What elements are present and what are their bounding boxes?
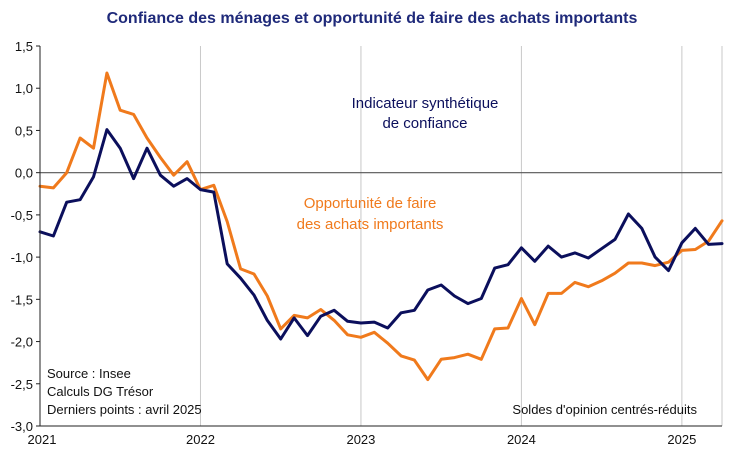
note-units: Soldes d'opinion centrés-réduits bbox=[512, 402, 697, 417]
note-source: Source : Insee bbox=[47, 366, 131, 381]
series-line-opportunity bbox=[38, 71, 724, 382]
x-tick-label: 2021 bbox=[28, 432, 57, 447]
note-calculations: Calculs DG Trésor bbox=[47, 384, 154, 399]
y-tick-label: 1,5 bbox=[15, 39, 33, 54]
y-tick-label: 0,5 bbox=[15, 123, 33, 138]
x-tick-label: 2025 bbox=[667, 432, 696, 447]
annotation-opportunity-2: des achats importants bbox=[297, 216, 444, 233]
x-axis: 2021 2022 2023 2024 2025 bbox=[28, 425, 722, 447]
note-last-points: Derniers points : avril 2025 bbox=[47, 402, 202, 417]
y-tick-label: -2,0 bbox=[11, 335, 33, 350]
y-tick-label: -1,0 bbox=[11, 250, 33, 265]
annotation-opportunity-1: Opportunité de faire bbox=[304, 195, 437, 212]
series-layer bbox=[38, 71, 724, 382]
y-tick-label: -1,5 bbox=[11, 292, 33, 307]
x-tick-label: 2023 bbox=[346, 432, 375, 447]
y-tick-label: -2,5 bbox=[11, 377, 33, 392]
y-axis: 1,5 1,0 0,5 0,0 -0,5 -1,0 -1,5 -2,0 -2,5 -3,0 bbox=[11, 39, 41, 434]
y-tick-label: 1,0 bbox=[15, 81, 33, 96]
y-tick-label: -3,0 bbox=[11, 419, 33, 434]
chart-title: Confiance des ménages et opportunité de … bbox=[107, 10, 638, 27]
annotation-confidence-1: Indicateur synthétique bbox=[352, 95, 499, 112]
y-tick-label: -0,5 bbox=[11, 208, 33, 223]
x-tick-label: 2022 bbox=[186, 432, 215, 447]
y-tick-label: 0,0 bbox=[15, 166, 33, 181]
annotation-confidence-2: de confiance bbox=[382, 115, 467, 132]
series-line-confidence bbox=[38, 128, 724, 341]
x-tick-label: 2024 bbox=[507, 432, 536, 447]
